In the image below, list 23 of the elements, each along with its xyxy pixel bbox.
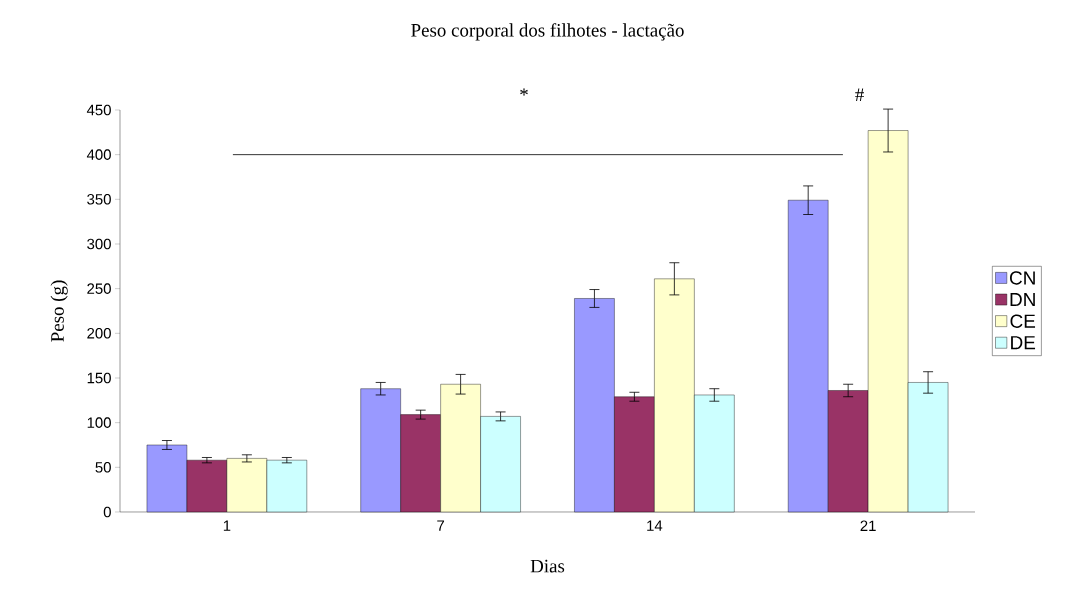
x-tick-label: 7	[437, 520, 445, 531]
legend-label: CN	[1009, 271, 1035, 285]
x-tick-label: 14	[647, 520, 663, 531]
chart-title: Peso corporal dos filhotes - lactação	[411, 23, 684, 41]
y-tick-label: 300	[87, 238, 111, 250]
y-tick-label: 150	[87, 372, 111, 384]
y-tick-label: 50	[95, 462, 111, 473]
y-tick-label: 100	[87, 417, 111, 428]
text: #	[855, 88, 864, 101]
y-tick-label: 450	[86, 104, 111, 116]
y-tick-label: 250	[87, 283, 111, 294]
y-axis-title: Peso (g)	[50, 280, 68, 342]
legend-label: DN	[1010, 292, 1035, 306]
x-tick-label: 1	[223, 520, 231, 531]
y-tick-label: 0	[103, 506, 111, 518]
legend-label: CE	[1010, 314, 1036, 328]
y-tick-label: 350	[87, 194, 111, 205]
text: *	[520, 88, 528, 96]
x-tick-label: 21	[860, 520, 876, 531]
legend-label: DE	[1011, 336, 1036, 350]
x-axis-title: Dias	[530, 559, 565, 573]
y-tick-label: 200	[87, 328, 111, 339]
y-tick-label: 400	[86, 149, 111, 160]
